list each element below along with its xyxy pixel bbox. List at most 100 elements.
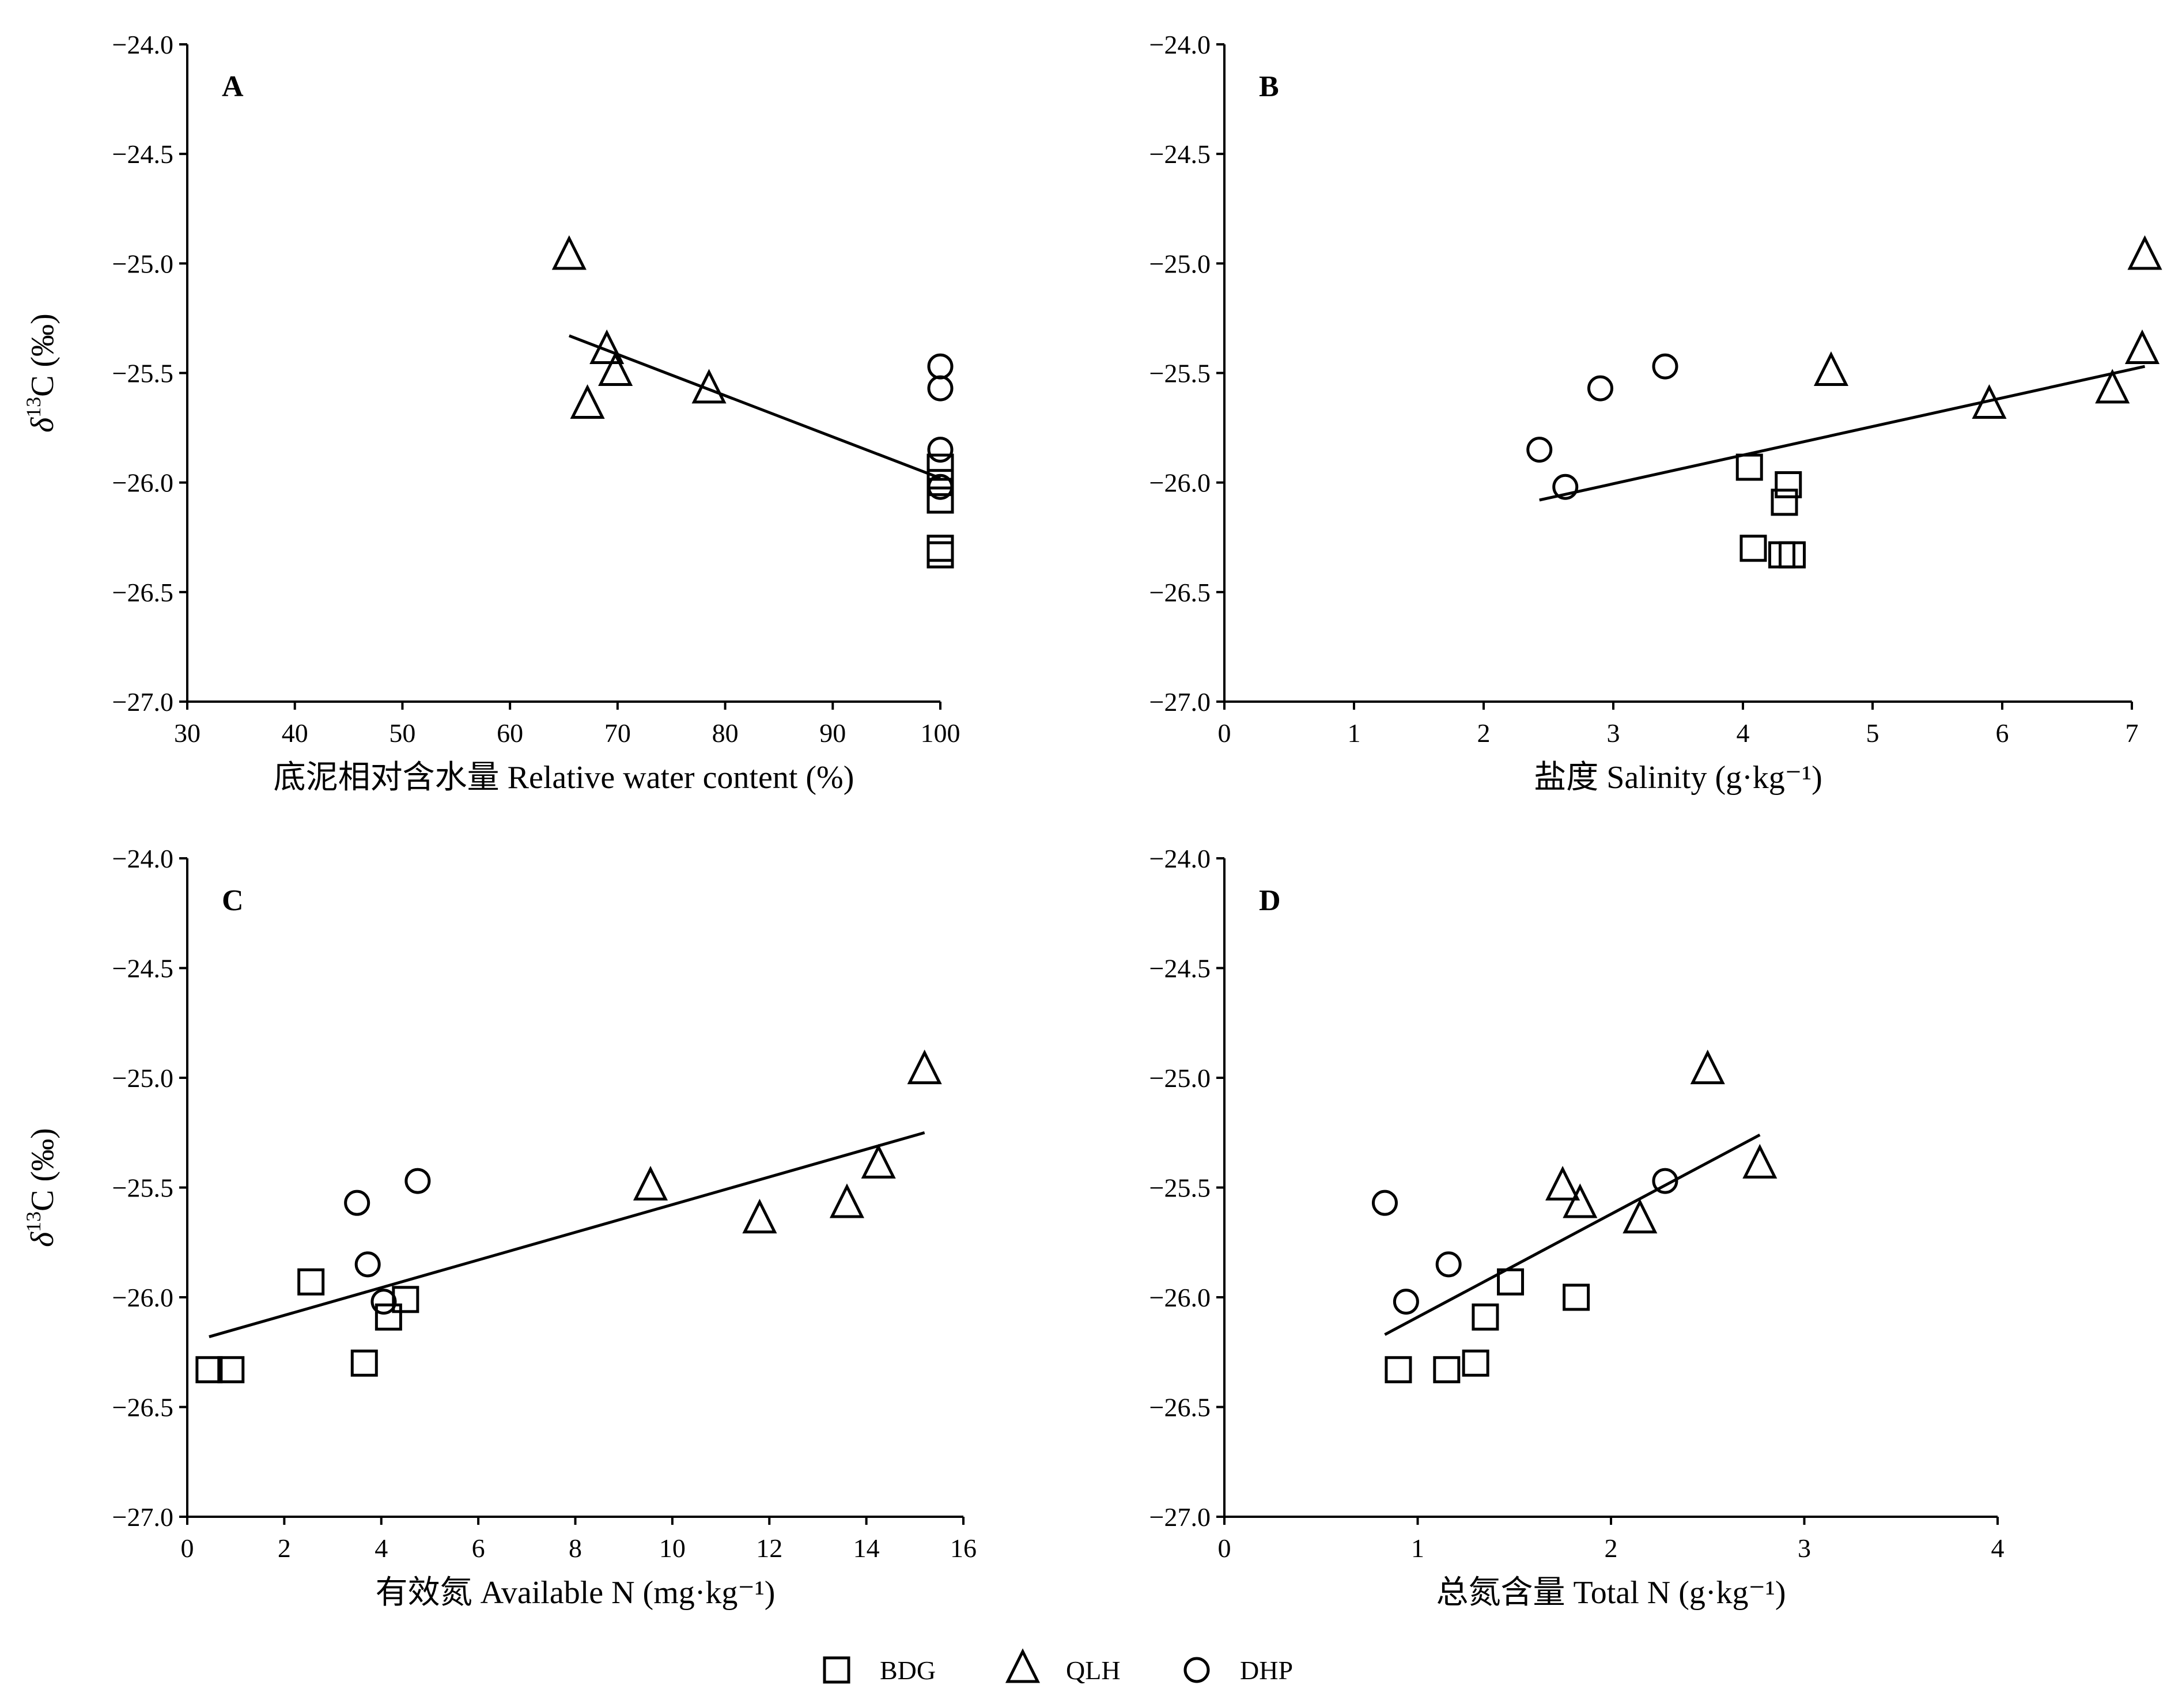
x-tick-label: 12 bbox=[756, 1533, 782, 1563]
x-axis-label: 底泥相对含水量 Relative water content (%) bbox=[274, 760, 854, 796]
legend-label: DHP bbox=[1240, 1656, 1293, 1685]
y-tick-label: −26.0 bbox=[1149, 468, 1211, 498]
point-bdg bbox=[1779, 541, 1806, 569]
point-dhp bbox=[1371, 1190, 1398, 1216]
point-dhp bbox=[404, 1168, 431, 1194]
x-tick-label: 0 bbox=[181, 1533, 194, 1563]
legend-label: QLH bbox=[1066, 1656, 1121, 1685]
y-tick-label: −27.0 bbox=[112, 687, 173, 717]
point-qlh bbox=[2095, 369, 2130, 404]
legend-marker-circle bbox=[1183, 1657, 1210, 1683]
y-axis-label: δ13C (‰) bbox=[22, 313, 60, 433]
x-axis-label: 有效氮 Available N (mg·kg⁻¹) bbox=[376, 1575, 776, 1611]
panel-label: D bbox=[1259, 884, 1281, 917]
legend-item-bdg: BDG bbox=[823, 1656, 936, 1685]
trendline bbox=[209, 1131, 925, 1338]
point-dhp bbox=[1393, 1289, 1419, 1315]
x-tick-label: 0 bbox=[1218, 1533, 1231, 1563]
panel-label: C bbox=[222, 884, 244, 917]
x-tick-label: 2 bbox=[1477, 718, 1491, 748]
y-tick-label: −26.5 bbox=[1149, 578, 1211, 607]
point-qlh bbox=[829, 1183, 864, 1218]
legend-marker-square bbox=[823, 1656, 850, 1684]
y-tick-label: −25.5 bbox=[112, 1173, 173, 1203]
x-tick-label: 8 bbox=[569, 1533, 582, 1563]
point-qlh bbox=[2127, 235, 2162, 270]
y-tick-label: −25.0 bbox=[1149, 1063, 1211, 1093]
y-axis-label: δ13C (‰) bbox=[22, 1128, 60, 1247]
x-tick-label: 50 bbox=[389, 718, 415, 748]
point-bdg bbox=[926, 541, 954, 569]
point-bdg bbox=[1775, 471, 1802, 498]
point-bdg bbox=[217, 1356, 245, 1384]
point-bdg bbox=[297, 1268, 325, 1296]
point-bdg bbox=[1739, 535, 1767, 562]
y-tick-label: −26.0 bbox=[112, 1283, 173, 1312]
y-tick-label: −25.5 bbox=[1149, 359, 1211, 388]
x-tick-label: 16 bbox=[950, 1533, 977, 1563]
point-dhp bbox=[1587, 375, 1613, 402]
point-bdg bbox=[1472, 1303, 1499, 1331]
x-axis-label: 总氮含量 Total N (g·kg⁻¹) bbox=[1436, 1575, 1786, 1611]
point-dhp bbox=[344, 1190, 370, 1216]
x-tick-label: 5 bbox=[1866, 718, 1879, 748]
point-bdg bbox=[926, 486, 954, 514]
x-tick-label: 14 bbox=[853, 1533, 880, 1563]
point-bdg bbox=[1385, 1356, 1412, 1384]
point-qlh bbox=[1545, 1165, 1580, 1200]
point-dhp bbox=[927, 353, 954, 380]
x-tick-label: 4 bbox=[375, 1533, 388, 1563]
y-tick-label: −24.0 bbox=[112, 844, 173, 873]
y-tick-label: −26.5 bbox=[112, 578, 173, 607]
point-bdg bbox=[195, 1356, 223, 1384]
x-tick-label: 3 bbox=[1798, 1533, 1811, 1563]
point-qlh bbox=[1813, 351, 1849, 386]
y-tick-label: −26.5 bbox=[1149, 1393, 1211, 1422]
y-tick-label: −25.0 bbox=[112, 1063, 173, 1093]
point-bdg bbox=[392, 1286, 419, 1313]
point-qlh bbox=[861, 1143, 896, 1179]
point-dhp bbox=[1652, 353, 1678, 380]
y-tick-label: −24.0 bbox=[112, 30, 173, 59]
panel-d: −24.0 −24.5 −25.0 −25.5 −26.0 −26.5 −27.00 1 2 3 4… bbox=[1149, 844, 2005, 1611]
x-axis-label: 盐度 Salinity (g·kg⁻¹) bbox=[1534, 760, 1822, 796]
point-bdg bbox=[1497, 1268, 1525, 1296]
y-tick-label: −24.5 bbox=[112, 139, 173, 169]
x-tick-label: 0 bbox=[1218, 718, 1231, 748]
point-dhp bbox=[927, 474, 954, 500]
trendline bbox=[1539, 365, 2146, 502]
panel-b: −24.0 −24.5 −25.0 −25.5 −26.0 −26.5 −27.00 1 2 3 4… bbox=[1149, 30, 2162, 796]
point-qlh bbox=[598, 351, 633, 386]
y-tick-label: −27.0 bbox=[1149, 687, 1211, 717]
y-tick-label: −27.0 bbox=[1149, 1502, 1211, 1532]
point-dhp bbox=[927, 437, 954, 463]
y-tick-label: −24.5 bbox=[1149, 954, 1211, 983]
x-tick-label: 90 bbox=[819, 718, 846, 748]
legend-item-qlh: QLH bbox=[1005, 1648, 1121, 1685]
point-dhp bbox=[1526, 437, 1553, 463]
x-tick-label: 100 bbox=[921, 718, 960, 748]
y-tick-label: −24.5 bbox=[112, 954, 173, 983]
legend: BDG QLH DHP bbox=[823, 1648, 1293, 1685]
x-tick-label: 40 bbox=[282, 718, 308, 748]
point-bdg bbox=[350, 1349, 378, 1377]
panel-label: A bbox=[222, 70, 244, 103]
point-qlh bbox=[1563, 1183, 1598, 1218]
point-qlh bbox=[1972, 384, 2007, 419]
trendline bbox=[568, 334, 941, 480]
y-tick-label: −24.0 bbox=[1149, 844, 1211, 873]
x-tick-label: 1 bbox=[1348, 718, 1361, 748]
point-qlh bbox=[2124, 329, 2160, 364]
x-tick-label: 30 bbox=[174, 718, 201, 748]
point-bdg bbox=[1771, 488, 1798, 516]
y-tick-label: −24.5 bbox=[1149, 139, 1211, 169]
y-tick-label: −25.0 bbox=[112, 249, 173, 278]
point-dhp bbox=[354, 1251, 381, 1278]
x-tick-label: 7 bbox=[2126, 718, 2139, 748]
x-tick-label: 4 bbox=[1991, 1533, 2005, 1563]
y-tick-label: −26.5 bbox=[112, 1393, 173, 1422]
point-dhp bbox=[1652, 1168, 1678, 1194]
x-tick-label: 10 bbox=[659, 1533, 686, 1563]
x-tick-label: 6 bbox=[1996, 718, 2009, 748]
point-qlh bbox=[633, 1165, 668, 1200]
